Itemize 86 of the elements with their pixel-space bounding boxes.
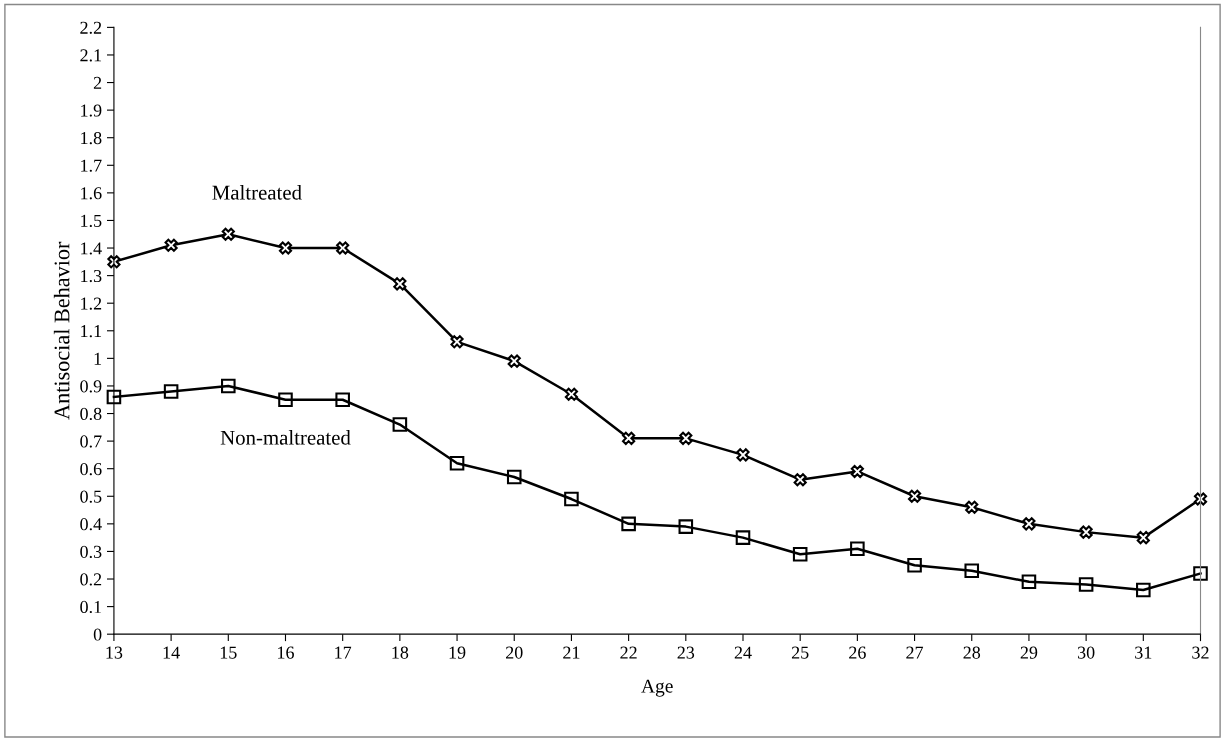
point <box>506 469 522 485</box>
point <box>678 519 694 534</box>
y-tick-label: 1.8 <box>81 131 102 145</box>
point <box>907 489 922 503</box>
x-tick-label: 17 <box>335 646 352 659</box>
y-tick-label: 0.3 <box>80 545 102 558</box>
x-tick-label: 13 <box>106 646 123 659</box>
point <box>736 448 750 462</box>
point <box>221 227 235 241</box>
point <box>393 277 407 291</box>
point <box>1136 531 1150 545</box>
x-tick-label: 24 <box>734 646 752 659</box>
x-tick-label: 19 <box>449 646 466 659</box>
point <box>164 238 178 252</box>
x-tick-label: 23 <box>677 646 695 659</box>
y-tick-label: 0.5 <box>80 490 102 503</box>
y-tick-label: 1 <box>94 352 102 365</box>
point <box>907 557 922 573</box>
point <box>1021 574 1037 590</box>
y-tick-label: 1.3 <box>81 269 102 283</box>
point <box>335 392 350 408</box>
y-tick-label: 0.2 <box>80 573 102 586</box>
y-tick-label: 0.4 <box>80 518 102 531</box>
point <box>507 354 521 368</box>
x-tick-label: 27 <box>906 646 924 659</box>
point <box>964 563 980 579</box>
x-tick-label: 20 <box>506 646 523 659</box>
point <box>1022 517 1036 531</box>
x-tick-label: 30 <box>1077 646 1095 659</box>
x-tick-label: 29 <box>1020 646 1038 659</box>
y-tick-label: 0.6 <box>80 462 102 476</box>
y-tick-label: 2 <box>93 76 102 89</box>
point <box>336 241 350 255</box>
y-tick-label: 2.1 <box>80 49 102 62</box>
point <box>564 387 579 401</box>
point <box>392 417 408 432</box>
y-tick-label: 2.2 <box>80 21 102 34</box>
point <box>621 516 636 532</box>
point <box>1193 492 1208 506</box>
y-tick-label: 1.1 <box>81 325 102 338</box>
point <box>850 541 865 556</box>
y-tick-label: 1.4 <box>81 242 102 255</box>
y-tick-label: 0.7 <box>80 435 102 448</box>
x-tick-label: 32 <box>1192 646 1209 659</box>
x-tick-label: 28 <box>963 646 981 659</box>
y-tick-label: 1.2 <box>81 297 102 310</box>
point <box>793 473 807 487</box>
point <box>449 455 465 471</box>
point <box>278 241 293 255</box>
y-tick-label: 1.7 <box>81 159 102 172</box>
x-tick-label: 16 <box>278 646 294 659</box>
point <box>1079 525 1093 539</box>
x-tick-label: 21 <box>563 646 580 659</box>
y-tick-label: 0.1 <box>80 600 102 614</box>
x-tick-label: 22 <box>620 646 637 659</box>
point <box>278 392 293 408</box>
x-tick-label: 26 <box>849 646 866 659</box>
point <box>163 384 179 399</box>
series-label: Non-maltreated <box>220 430 351 445</box>
y-tick-label: 0.8 <box>80 407 102 421</box>
x-tick-label: 18 <box>392 646 409 659</box>
point <box>221 378 236 394</box>
point <box>1136 582 1151 598</box>
point <box>622 431 636 445</box>
y-tick-label: 1.9 <box>81 104 102 117</box>
point <box>792 546 808 562</box>
point <box>850 464 864 479</box>
x-tick-label: 31 <box>1135 646 1152 659</box>
x-tick-label: 14 <box>163 646 180 659</box>
x-tick-label: 15 <box>220 646 237 659</box>
series-label: Maltreated <box>212 185 302 200</box>
y-tick-label: 1.5 <box>81 214 102 227</box>
point <box>679 431 693 445</box>
x-axis-title: Age <box>641 679 673 697</box>
point <box>106 389 122 405</box>
y-axis-title: Antisocial Behavior <box>53 241 70 420</box>
point <box>735 530 751 545</box>
x-tick-label: 25 <box>791 646 809 659</box>
point <box>1193 566 1208 581</box>
point <box>450 335 464 349</box>
y-tick-label: 0.9 <box>80 380 102 393</box>
y-tick-label: 1.6 <box>81 187 102 200</box>
point <box>965 500 979 514</box>
point <box>564 491 579 507</box>
point <box>1078 577 1094 592</box>
y-tick-label: 0 <box>93 628 102 641</box>
